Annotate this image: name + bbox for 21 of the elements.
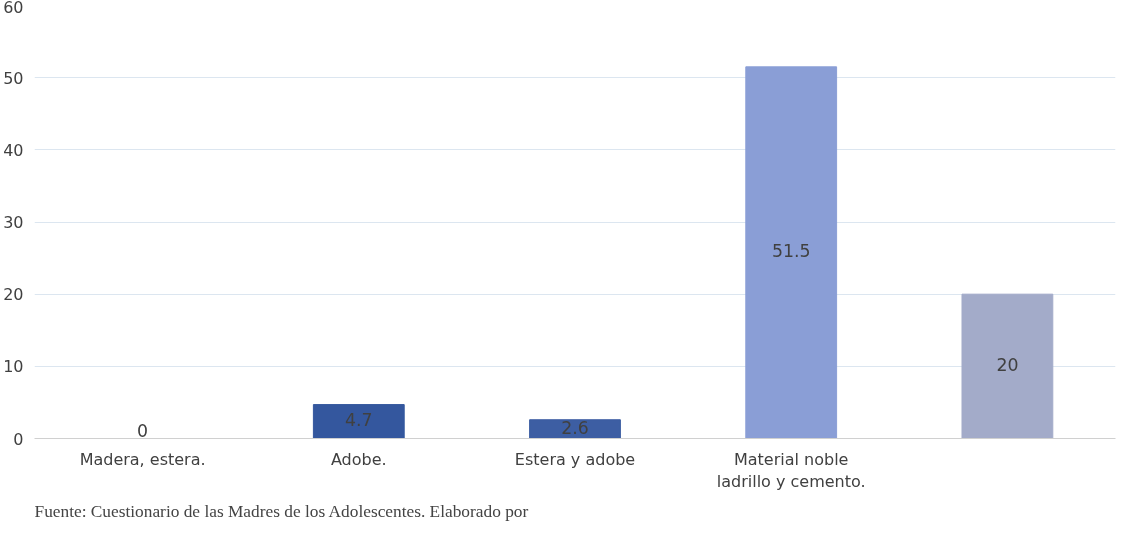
y-tick-label: 10 (3, 357, 24, 377)
source-note: Fuente: Cuestionario de las Madres de los Adolescentes. Elaborado por (34, 501, 529, 521)
bar (745, 66, 838, 439)
data-label: 20 (996, 354, 1019, 375)
x-tick-label: Material noble ladrillo y cemento. (716, 449, 866, 492)
y-tick-label: 50 (3, 68, 24, 88)
y-tick-label: 40 (3, 140, 24, 160)
y-tick-label: 60 (3, 0, 24, 17)
data-label: 0 (137, 420, 149, 441)
x-tick-label: Madera, estera. (79, 449, 206, 469)
x-tick-label: Adobe. (330, 449, 387, 469)
bar (529, 419, 621, 439)
x-tick-label: Estera y adobe (514, 449, 636, 469)
y-tick-label: 30 (3, 213, 24, 232)
y-tick-label: 20 (3, 285, 24, 305)
bar (312, 404, 405, 439)
y-tick-label: 0 (13, 429, 24, 449)
data-label: 4.7 (345, 410, 373, 431)
bar (961, 293, 1054, 439)
data-label: 51.5 (771, 241, 811, 262)
data-label: 2.6 (561, 417, 589, 438)
